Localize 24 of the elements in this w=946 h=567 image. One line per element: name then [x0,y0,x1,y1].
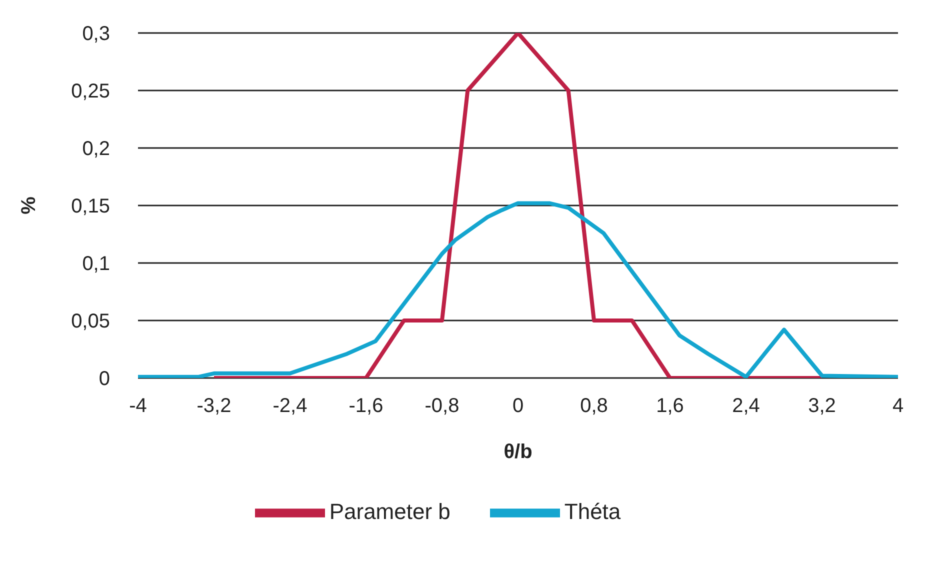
y-tick-label: 0,15 [71,196,110,218]
legend-label: Théta [564,498,621,524]
y-tick-label: 0,1 [82,253,110,276]
x-tick-label: 1,6 [656,395,684,418]
x-tick-label: -0,8 [424,395,460,418]
x-tick-label: -4 [129,395,147,418]
line-series [138,201,898,378]
y-tick-label: 0,3 [82,23,110,46]
legend-label: Parameter b [329,498,450,524]
x-tick-label: -1,6 [348,395,384,418]
x-tick-label: 3,2 [808,395,836,418]
y-tick-label: 0,05 [71,310,110,333]
x-tick-label: 0,8 [580,395,608,418]
x-axis-title: θ/b [504,441,532,463]
x-tick-label: -3,2 [196,395,232,418]
y-tick-label: 0,25 [71,80,110,103]
x-tick-label: 4 [892,395,904,418]
y-tick-label: 0 [98,368,110,390]
y-axis-title: % [18,196,40,214]
x-tick-label: -2,4 [272,395,308,418]
y-tick-label: 0,2 [82,138,110,160]
x-tick-label: 0 [512,395,524,418]
line-series [212,33,824,378]
x-tick-label: 2,4 [732,395,760,418]
